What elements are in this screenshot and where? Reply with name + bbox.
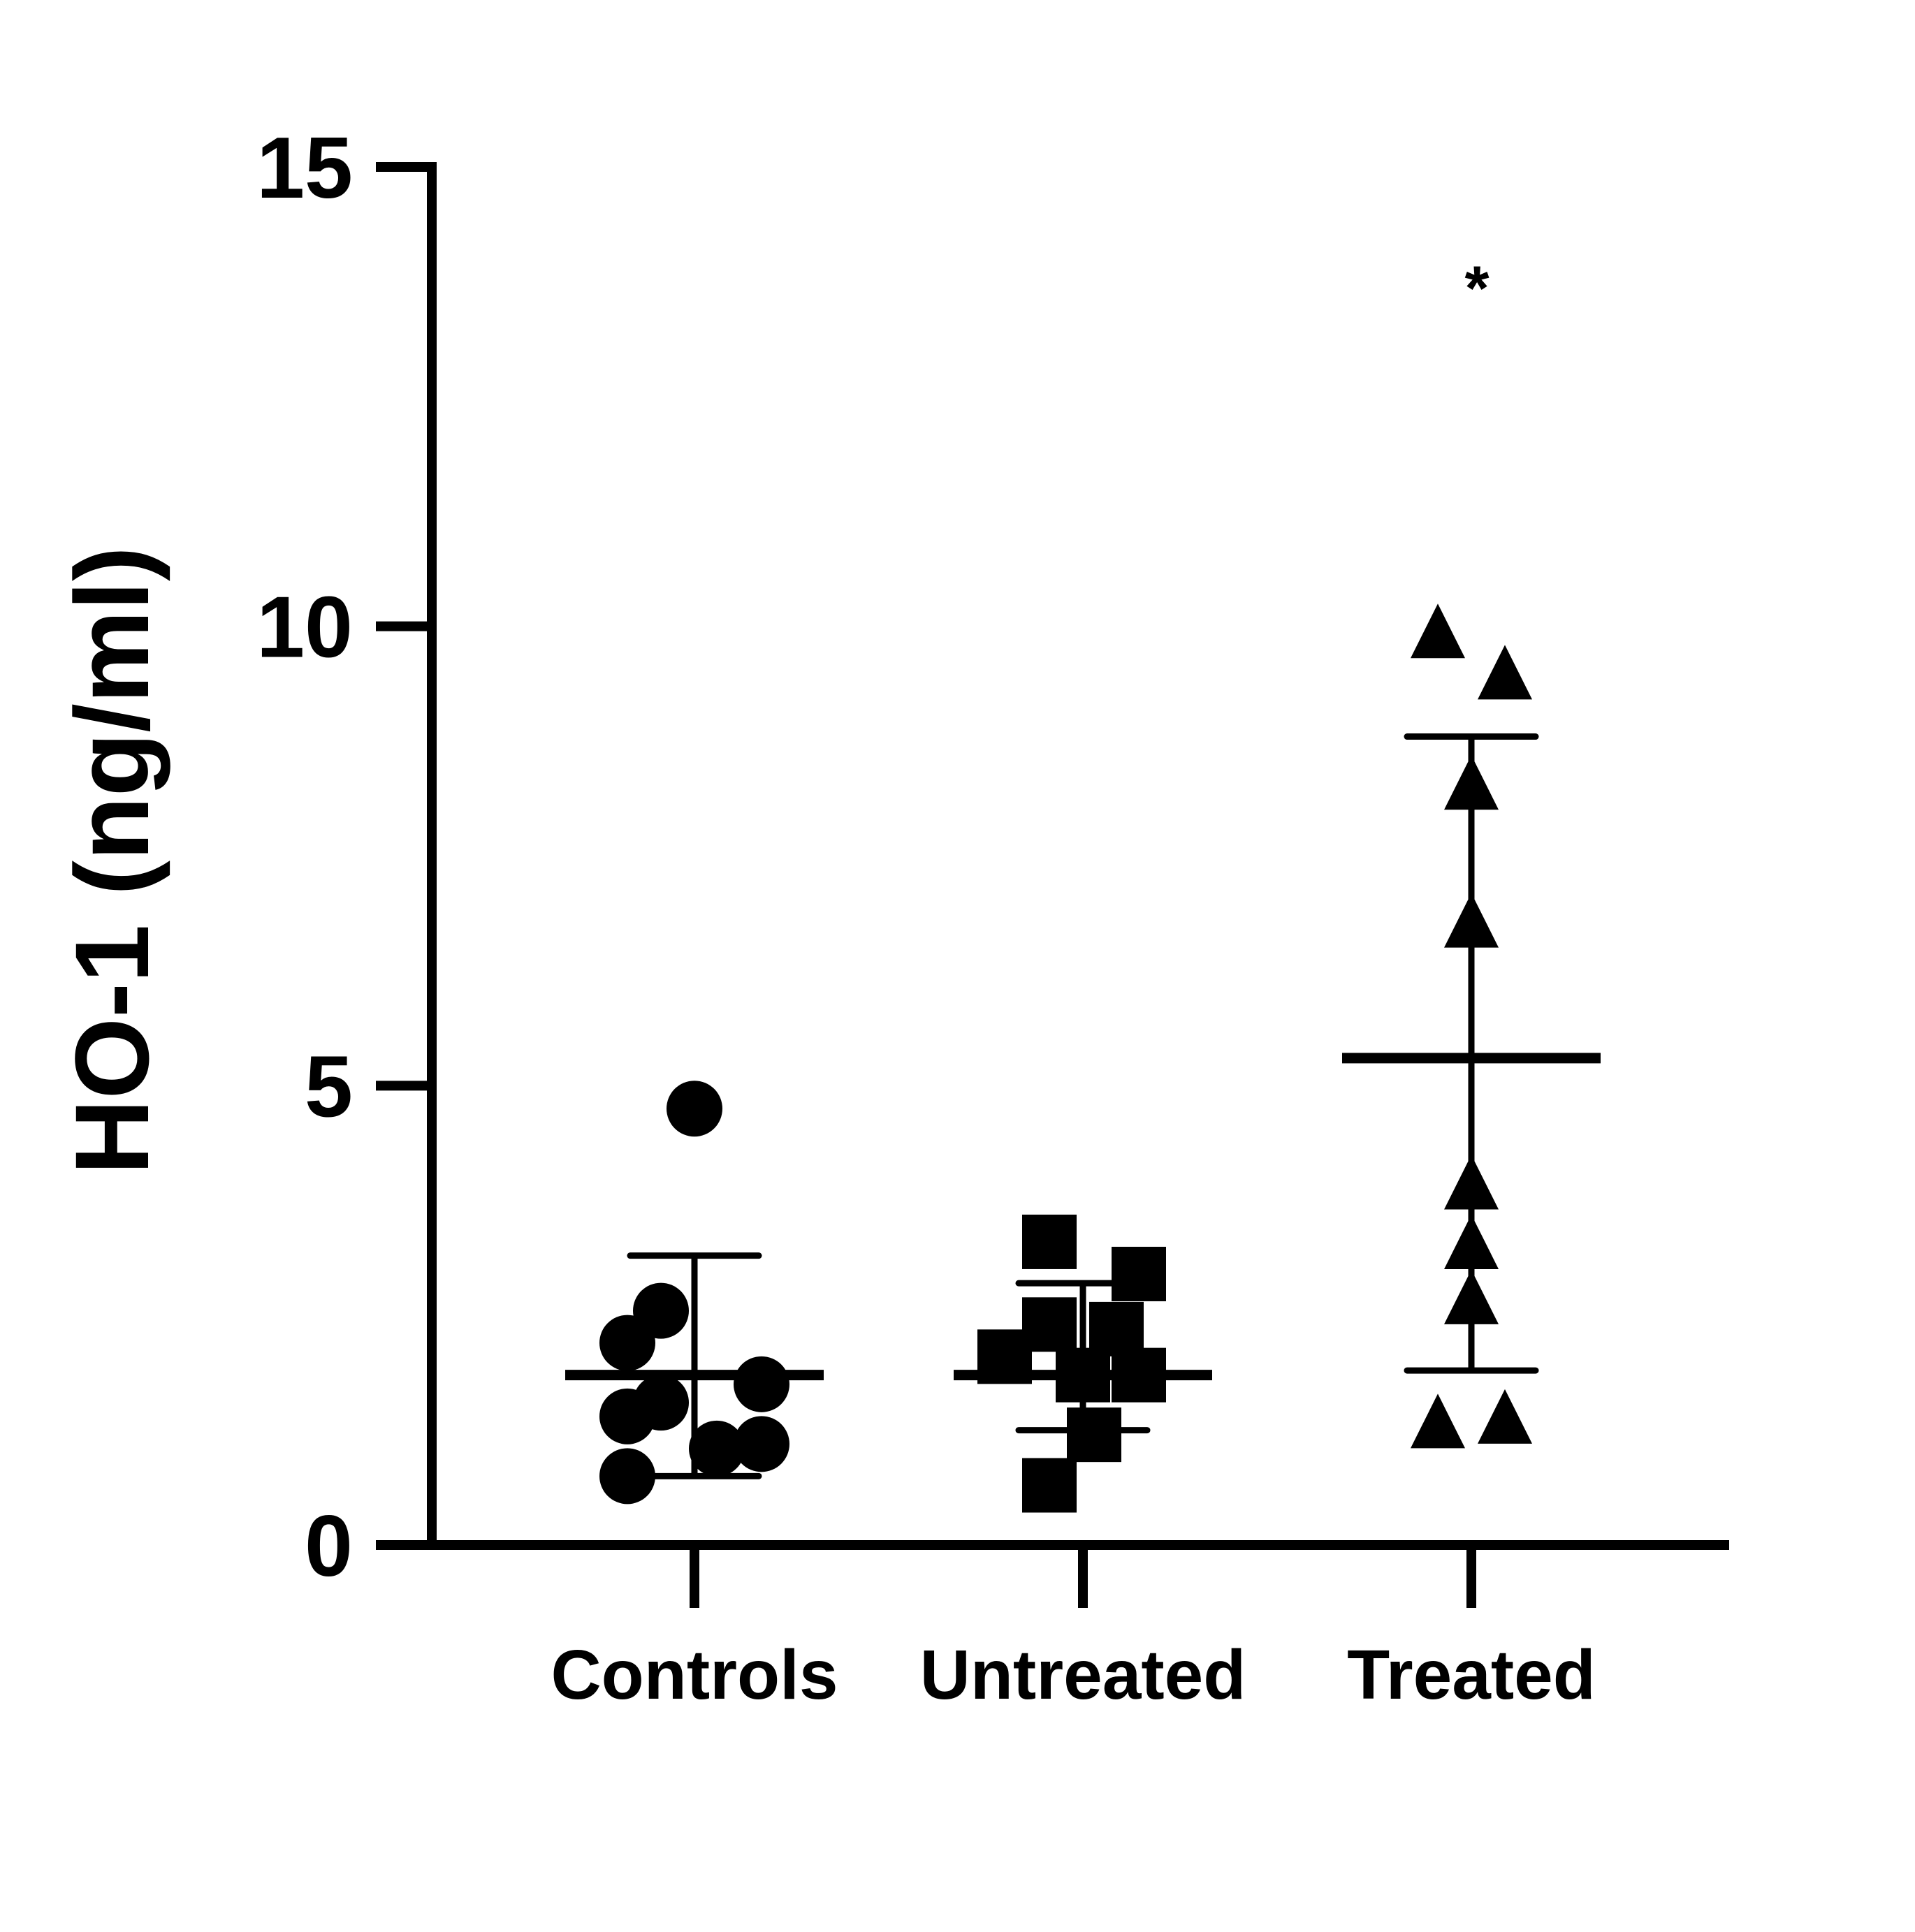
y-tick-label: 10	[256, 580, 353, 676]
data-point-circle	[599, 1315, 655, 1371]
x-tick-label: Controls	[551, 1636, 838, 1714]
annotations: *	[1464, 254, 1489, 324]
y-ticks: 0 5 10 15	[256, 120, 432, 1595]
data-point-circle	[734, 1416, 789, 1472]
data-point-circle	[599, 1388, 655, 1444]
data-point-square	[1089, 1301, 1144, 1356]
x-axis: Controls Untreated Treated	[376, 1540, 1729, 1714]
x-tick-label: Treated	[1347, 1636, 1596, 1714]
data-points	[599, 603, 1532, 1513]
significance-asterisk: *	[1464, 254, 1489, 324]
y-tick-label: 15	[256, 120, 353, 217]
data-point-circle	[667, 1081, 722, 1137]
data-point-square	[1112, 1347, 1166, 1403]
data-point-square	[977, 1329, 1032, 1384]
y-axis: 0 5 10 15	[256, 120, 437, 1595]
data-point-triangle	[1444, 893, 1499, 948]
y-tick-label: 5	[305, 1039, 353, 1135]
y-tick-label: 0	[305, 1498, 353, 1595]
x-tick-label: Untreated	[920, 1636, 1246, 1714]
data-point-triangle	[1411, 1393, 1465, 1449]
data-point-triangle	[1444, 1269, 1499, 1324]
data-point-circle	[689, 1420, 745, 1477]
data-point-circle	[734, 1356, 789, 1412]
data-point-square	[1022, 1458, 1077, 1513]
data-point-square	[1056, 1347, 1110, 1403]
data-point-triangle	[1478, 1389, 1532, 1444]
y-axis-title: HO-1 (ng/ml)	[53, 546, 170, 1175]
data-point-triangle	[1411, 603, 1465, 659]
data-point-square	[1067, 1407, 1121, 1463]
data-point-circle	[599, 1448, 655, 1505]
data-point-square	[1112, 1246, 1166, 1301]
data-point-square	[1022, 1214, 1077, 1269]
data-point-triangle	[1444, 1214, 1499, 1269]
data-point-triangle	[1444, 1155, 1499, 1210]
x-ticks: Controls Untreated Treated	[551, 1545, 1596, 1714]
data-point-triangle	[1444, 755, 1499, 810]
data-point-triangle	[1478, 645, 1532, 700]
